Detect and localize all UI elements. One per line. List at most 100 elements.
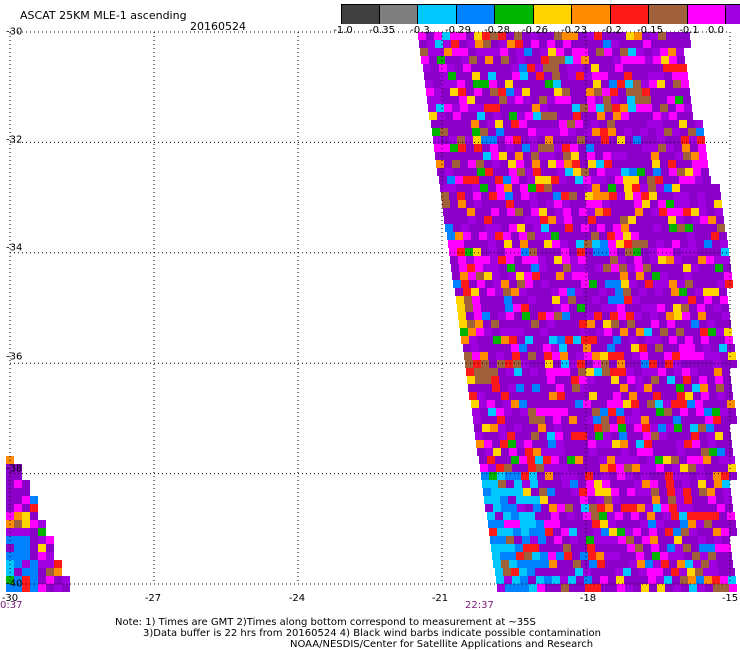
swath-pixel — [548, 272, 556, 280]
swath-pixel — [715, 264, 723, 272]
swath-pixel — [537, 360, 545, 368]
swath-pixel — [659, 96, 667, 104]
swath-pixel — [586, 88, 594, 96]
swath-pixel — [653, 448, 661, 456]
swath-pixel — [540, 216, 548, 224]
swath-pixel — [62, 584, 70, 592]
swath-pixel — [579, 488, 587, 496]
swath-pixel — [597, 392, 605, 400]
swath-pixel — [642, 88, 650, 96]
swath-pixel — [561, 472, 569, 480]
swath-pixel — [592, 520, 600, 528]
swath-pixel — [712, 520, 720, 528]
swath-pixel — [14, 584, 22, 592]
swath-pixel — [600, 352, 608, 360]
swath-pixel — [445, 56, 453, 64]
swath-pixel — [54, 576, 62, 584]
swath-pixel — [30, 504, 38, 512]
swath-pixel — [432, 128, 440, 136]
swath-pixel — [666, 32, 674, 40]
swath-pixel — [500, 272, 508, 280]
swath-pixel — [671, 344, 679, 352]
swath-pixel — [508, 552, 516, 560]
swath-pixel — [480, 464, 488, 472]
swath-pixel — [468, 272, 476, 280]
swath-pixel — [613, 168, 621, 176]
swath-pixel — [491, 376, 499, 384]
swath-pixel — [503, 232, 511, 240]
swath-pixel — [600, 184, 608, 192]
swath-pixel — [554, 200, 562, 208]
swath-pixel — [605, 168, 613, 176]
swath-pixel — [703, 568, 711, 576]
swath-pixel — [621, 336, 629, 344]
swath-pixel — [551, 400, 559, 408]
swath-pixel — [601, 416, 609, 424]
swath-pixel — [490, 88, 498, 96]
swath-pixel — [30, 528, 38, 536]
swath-pixel — [600, 296, 608, 304]
swath-pixel — [690, 368, 698, 376]
swath-pixel — [535, 456, 543, 464]
swath-pixel — [538, 368, 546, 376]
swath-pixel — [591, 176, 599, 184]
swath-pixel — [571, 488, 579, 496]
swath-pixel — [648, 184, 656, 192]
swath-pixel — [605, 504, 613, 512]
swath-pixel — [539, 152, 547, 160]
swath-pixel — [607, 176, 615, 184]
swath-pixel — [624, 184, 632, 192]
swath-pixel — [668, 272, 676, 280]
swath-pixel — [496, 408, 504, 416]
swath-pixel — [448, 240, 456, 248]
swath-pixel — [524, 160, 532, 168]
swath-pixel — [500, 440, 508, 448]
swath-pixel — [38, 568, 46, 576]
swath-pixel — [604, 440, 612, 448]
swath-pixel — [514, 536, 522, 544]
swath-pixel — [713, 584, 721, 592]
colorbar-swatch — [610, 5, 649, 24]
swath-pixel — [687, 400, 695, 408]
swath-pixel — [571, 544, 579, 552]
swath-pixel — [514, 88, 522, 96]
swath-pixel — [689, 304, 697, 312]
swath-pixel — [674, 144, 682, 152]
swath-pixel — [592, 240, 600, 248]
swath-pixel — [481, 304, 489, 312]
swath-pixel — [528, 408, 536, 416]
swath-pixel — [444, 216, 452, 224]
swath-pixel — [714, 256, 722, 264]
swath-pixel — [531, 40, 539, 48]
swath-pixel — [504, 464, 512, 472]
swath-pixel — [525, 448, 533, 456]
swath-pixel — [497, 472, 505, 480]
swath-pixel — [721, 472, 729, 480]
swath-pixel — [650, 88, 658, 96]
swath-pixel — [567, 120, 575, 128]
swath-pixel — [517, 504, 525, 512]
lat-label: -34 — [6, 242, 23, 254]
swath-pixel — [716, 440, 724, 448]
swath-pixel — [671, 232, 679, 240]
swath-pixel — [46, 584, 54, 592]
swath-pixel — [617, 416, 625, 424]
swath-pixel — [690, 312, 698, 320]
swath-pixel — [452, 104, 460, 112]
swath-pixel — [607, 64, 615, 72]
colorbar-swatch — [495, 5, 534, 24]
swath-pixel — [557, 168, 565, 176]
swath-pixel — [651, 376, 659, 384]
swath-pixel — [659, 40, 667, 48]
swath-pixel — [554, 536, 562, 544]
swath-pixel — [501, 224, 509, 232]
swath-pixel — [538, 32, 546, 40]
swath-pixel — [479, 344, 487, 352]
swath-pixel — [452, 216, 460, 224]
swath-pixel — [460, 272, 468, 280]
swath-pixel — [493, 168, 501, 176]
colorbar-swatch — [726, 5, 740, 24]
swath-pixel — [589, 504, 597, 512]
swath-pixel — [544, 520, 552, 528]
swath-pixel — [671, 64, 679, 72]
